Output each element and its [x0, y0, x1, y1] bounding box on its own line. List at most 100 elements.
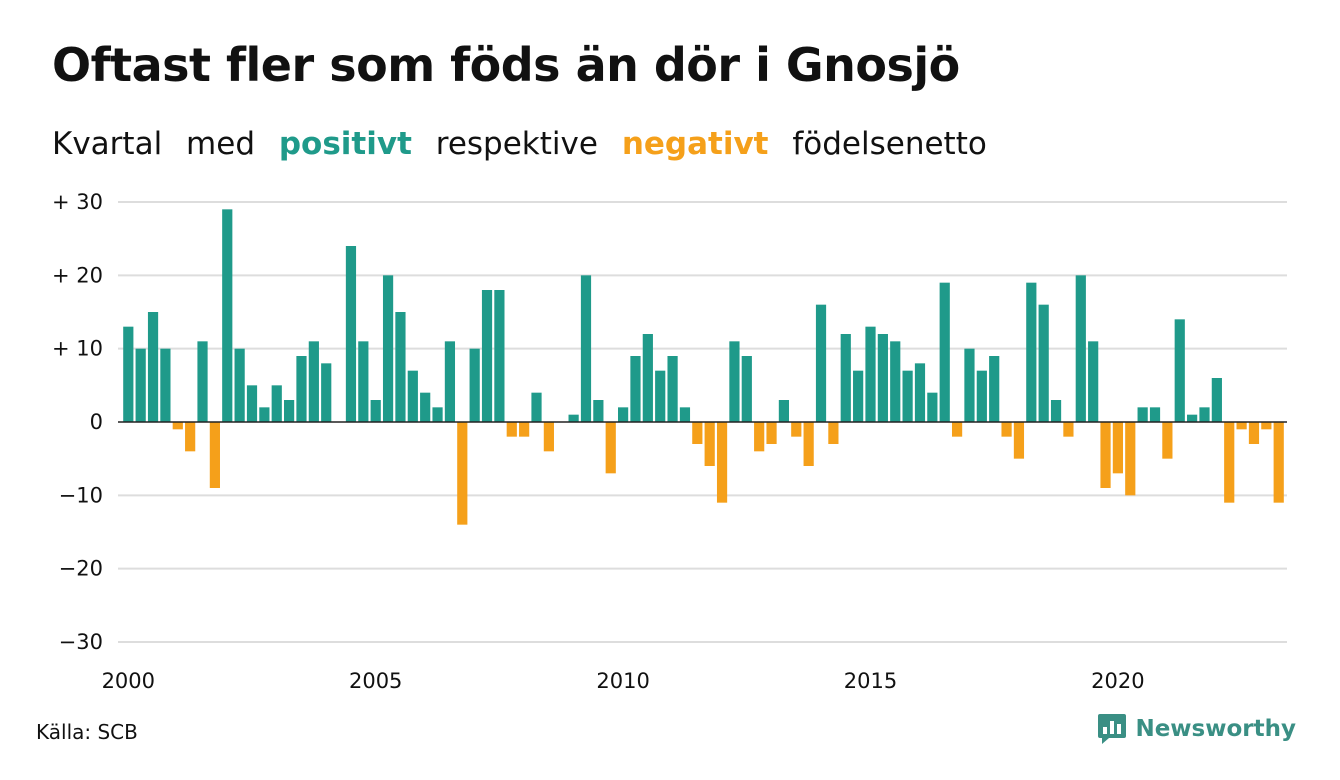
- bar: [1236, 422, 1247, 430]
- chart-subtitle: Kvartal med positivt respektive negativt…: [52, 126, 1001, 162]
- bar: [197, 341, 208, 422]
- bar: [1088, 341, 1099, 422]
- y-tick-label: 0: [90, 410, 103, 434]
- bar: [914, 363, 926, 422]
- bar: [1187, 414, 1198, 422]
- bar: [1149, 407, 1161, 422]
- bar: [1199, 407, 1210, 422]
- bar: [123, 326, 134, 422]
- subtitle-part: Kvartal: [52, 126, 163, 162]
- x-tick-label: 2020: [1091, 669, 1144, 693]
- bar: [1162, 422, 1173, 459]
- x-tick-label: 2005: [349, 669, 402, 693]
- x-tick-label: 2010: [596, 669, 649, 693]
- bar: [457, 422, 468, 525]
- bar: [667, 356, 678, 422]
- bar: [754, 422, 765, 452]
- bar: [259, 407, 270, 422]
- bar: [1100, 422, 1111, 488]
- bar: [1211, 378, 1222, 422]
- bar: [766, 422, 777, 444]
- bar: [580, 275, 592, 422]
- bar: [803, 422, 814, 466]
- bar: [1001, 422, 1012, 437]
- bar: [481, 290, 493, 422]
- y-tick-label: −30: [59, 630, 103, 654]
- bar: [469, 348, 480, 422]
- bar: [284, 400, 295, 422]
- bar: [865, 326, 876, 422]
- bar: [444, 341, 456, 422]
- bar: [494, 290, 505, 422]
- bar: [741, 356, 752, 422]
- y-tick-label: + 30: [52, 190, 103, 214]
- bar: [828, 422, 839, 444]
- bar: [543, 422, 554, 452]
- bar: [519, 422, 530, 437]
- y-tick-label: −20: [59, 557, 103, 581]
- bar: [890, 341, 901, 422]
- bar: [345, 246, 357, 422]
- bar: [1112, 422, 1123, 474]
- bar: [135, 348, 146, 422]
- bar: [840, 334, 851, 422]
- bar: [1075, 275, 1086, 422]
- bar: [729, 341, 740, 422]
- bar: [296, 356, 307, 422]
- bar: [778, 400, 790, 422]
- y-tick-label: −10: [59, 483, 103, 507]
- bar: [407, 370, 418, 422]
- brand-name: Newsworthy: [1135, 716, 1296, 742]
- bar: [395, 312, 406, 422]
- bar: [1248, 422, 1260, 444]
- bar: [642, 334, 653, 422]
- bar: [704, 422, 715, 466]
- subtitle-part: födelsenetto: [792, 126, 987, 162]
- bar: [951, 422, 963, 437]
- bar: [1224, 422, 1235, 503]
- bar: [618, 407, 629, 422]
- bar: [989, 356, 1000, 422]
- bar: [853, 370, 864, 422]
- bar: [1137, 407, 1148, 422]
- subtitle-positive-label: positivt: [278, 126, 412, 162]
- subtitle-part: med: [186, 126, 255, 162]
- bar: [1038, 304, 1049, 422]
- bar: [976, 370, 987, 422]
- bar: [964, 348, 975, 422]
- bar: [1026, 282, 1037, 422]
- x-tick-label: 2000: [102, 669, 155, 693]
- bar: [1261, 422, 1272, 430]
- bar: [271, 385, 282, 422]
- bar: [679, 407, 691, 422]
- y-tick-label: + 20: [52, 263, 103, 287]
- bar: [222, 209, 233, 422]
- bar: [1125, 422, 1136, 496]
- bar: [358, 341, 369, 422]
- subtitle-negative-label: negativt: [621, 126, 769, 162]
- y-tick-label: + 10: [52, 337, 103, 361]
- bar: [791, 422, 802, 437]
- bar: [506, 422, 517, 437]
- source-note: Källa: SCB: [36, 720, 138, 744]
- bar: [568, 414, 579, 422]
- bar: [630, 356, 641, 422]
- bar: [234, 348, 245, 422]
- bar: [1063, 422, 1074, 437]
- bar: [209, 422, 220, 488]
- bar: [593, 400, 604, 422]
- bar: [308, 341, 319, 422]
- bar: [927, 392, 938, 422]
- bar: [382, 275, 394, 422]
- bar: [531, 392, 542, 422]
- brand-logo: Newsworthy: [1097, 712, 1296, 746]
- bar: [185, 422, 196, 452]
- bar: [1013, 422, 1025, 459]
- bar: [147, 312, 159, 422]
- bar: [1174, 319, 1185, 422]
- bar: [877, 334, 888, 422]
- bar: [716, 422, 728, 503]
- bar: [321, 363, 332, 422]
- bar: [160, 348, 171, 422]
- bar: [432, 407, 443, 422]
